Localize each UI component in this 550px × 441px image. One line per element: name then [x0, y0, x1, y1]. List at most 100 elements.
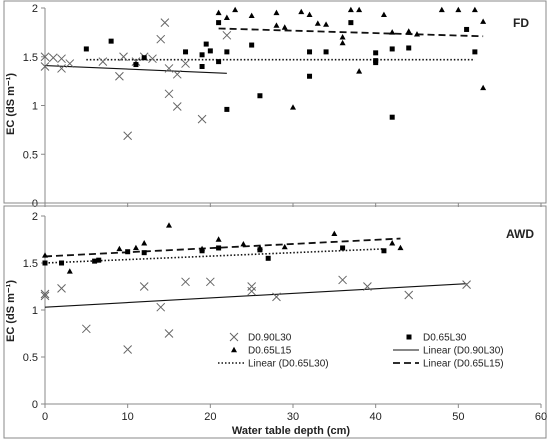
awd-d065l30-point-3 — [96, 257, 102, 263]
fd-d065l15-point-13 — [339, 34, 346, 40]
fd-d065l15-point-4 — [273, 9, 280, 16]
awd-d065l15-point-4 — [141, 240, 148, 246]
awd-d090l30-point-11 — [247, 286, 257, 296]
fd-d065l30-point-8 — [207, 48, 213, 54]
fd-d065l15-point-10 — [314, 20, 321, 26]
awd-d065l30-point-7 — [216, 245, 222, 251]
fd-panel: 0 0.5 1 1.5 2 FD EC (dS m⁻¹) — [3, 0, 547, 210]
awd-points — [40, 222, 471, 354]
fd-d065l15-point-22 — [455, 6, 462, 13]
awd-x-tick-label: 20 — [204, 411, 216, 423]
fd-d065l15-point-11 — [323, 21, 330, 27]
fd-d090l30-point-13 — [156, 34, 166, 44]
legend-swatch — [406, 334, 412, 340]
fd-d065l30-point-24 — [406, 45, 412, 51]
fd-d065l30-point-19 — [373, 50, 379, 56]
legend-label: D0.65L15 — [248, 346, 292, 357]
awd-d090l30-point-2 — [57, 284, 66, 293]
awd-d065l15-point-13 — [397, 244, 404, 251]
awd-panel-frame — [3, 205, 547, 439]
awd-panel-title: AWD — [506, 227, 534, 241]
awd-x-tick-label: 60 — [535, 411, 547, 423]
fd-d065l30-point-6 — [199, 64, 205, 69]
fd-d065l15-point-14 — [347, 6, 354, 13]
awd-d065l30-point-10 — [340, 245, 346, 251]
legend-swatch — [231, 346, 237, 353]
fd-tick-labels: 0 0.5 1 1.5 2 — [23, 3, 38, 210]
awd-d090l30-point-6 — [156, 302, 166, 312]
fd-d065l30-point-1 — [108, 38, 114, 44]
legend-item: Linear (D0.90L30) — [393, 346, 504, 357]
fd-points — [40, 6, 487, 141]
awd-x-tick-label: 40 — [370, 411, 382, 423]
fd-d065l30-point-12 — [224, 106, 230, 112]
fd-d090l30-point-16 — [164, 89, 174, 99]
fd-d065l30-point-9 — [216, 59, 222, 65]
fd-y-tick-label: 0 — [32, 198, 38, 210]
awd-d090l30-point-3 — [81, 324, 91, 334]
fd-d090l30-point-8 — [119, 52, 128, 62]
fd-d065l30-point-0 — [83, 46, 89, 52]
fd-y-tick-label: 1.5 — [23, 52, 38, 64]
awd-d065l15-point-6 — [199, 245, 206, 252]
awd-trendline-dotted — [44, 248, 384, 264]
awd-d065l15-point-11 — [331, 230, 338, 237]
fd-d090l30-point-10 — [131, 57, 141, 66]
fd-d090l30-point-1 — [40, 52, 50, 62]
awd-d065l15-point-5 — [166, 222, 172, 228]
fd-d090l30-point-0 — [40, 62, 50, 71]
fd-d065l15-point-1 — [223, 14, 230, 20]
fd-trendline-dashed — [218, 27, 484, 38]
legend-swatch — [229, 332, 239, 342]
awd-d065l15-point-2 — [116, 245, 123, 252]
awd-x-tick-label: 30 — [287, 411, 299, 423]
fd-panel-title: FD — [513, 16, 529, 30]
fd-d065l15-point-2 — [232, 6, 239, 13]
fd-d090l30-point-4 — [57, 54, 66, 64]
fd-y-tick-label: 1 — [32, 101, 38, 113]
fd-d065l15-point-9 — [306, 11, 313, 18]
awd-d065l15-point-9 — [256, 244, 263, 251]
fd-d065l15-point-18 — [389, 29, 396, 35]
awd-tick-labels: 00.511.520 10 20 30 40 50 60 — [23, 211, 547, 423]
fd-d065l30-point-26 — [472, 49, 478, 55]
awd-d065l15-point-0 — [42, 252, 48, 258]
awd-d090l30-point-10 — [247, 282, 257, 291]
fd-d065l30-point-21 — [373, 58, 379, 64]
awd-trendline-solid — [44, 283, 467, 308]
awd-y-tick-label: 1.5 — [23, 258, 38, 270]
legend-item: D0.65L15 — [231, 346, 292, 357]
fd-d065l15-point-20 — [414, 31, 420, 37]
awd-d065l30-point-2 — [92, 258, 98, 264]
awd-y-axis-label: EC (dS m⁻¹) — [5, 280, 17, 342]
fd-d090l30-point-14 — [160, 18, 170, 27]
awd-y-tick-label: 0 — [32, 399, 38, 411]
awd-d090l30-point-5 — [139, 282, 149, 291]
fd-d065l15-point-3 — [248, 12, 255, 18]
fd-d065l15-point-19 — [405, 28, 412, 34]
legend-label: D0.90L30 — [248, 333, 292, 344]
awd-d065l15-point-10 — [281, 243, 288, 250]
awd-x-tick-label: 10 — [122, 411, 134, 423]
fd-d065l30-point-23 — [389, 114, 395, 120]
fd-y-tick-label: 0.5 — [23, 149, 38, 161]
awd-d090l30-point-9 — [205, 277, 215, 287]
fd-d065l30-point-15 — [307, 73, 313, 79]
awd-d090l30-point-0 — [40, 291, 50, 301]
fd-d065l30-point-7 — [203, 41, 209, 47]
fd-d065l30-point-16 — [307, 49, 313, 55]
fd-d065l15-point-5 — [273, 22, 280, 28]
fd-d065l30-point-17 — [323, 49, 329, 55]
awd-d090l30-point-13 — [338, 275, 347, 285]
awd-d065l30-point-1 — [59, 260, 65, 266]
awd-panel: 00.511.520 10 20 30 40 50 60 AWD EC (dS m⁻¹) W… — [3, 205, 547, 439]
fd-d065l30-point-10 — [216, 20, 222, 26]
fd-d065l30-point-13 — [249, 42, 255, 48]
fd-d065l15-point-23 — [471, 6, 478, 13]
fd-d090l30-point-20 — [197, 114, 207, 124]
fd-d090l30-point-5 — [65, 59, 75, 68]
fd-d065l30-point-2 — [133, 62, 139, 68]
awd-axes — [41, 215, 542, 408]
fd-d065l15-point-6 — [281, 24, 288, 30]
awd-d065l15-point-1 — [66, 268, 73, 274]
